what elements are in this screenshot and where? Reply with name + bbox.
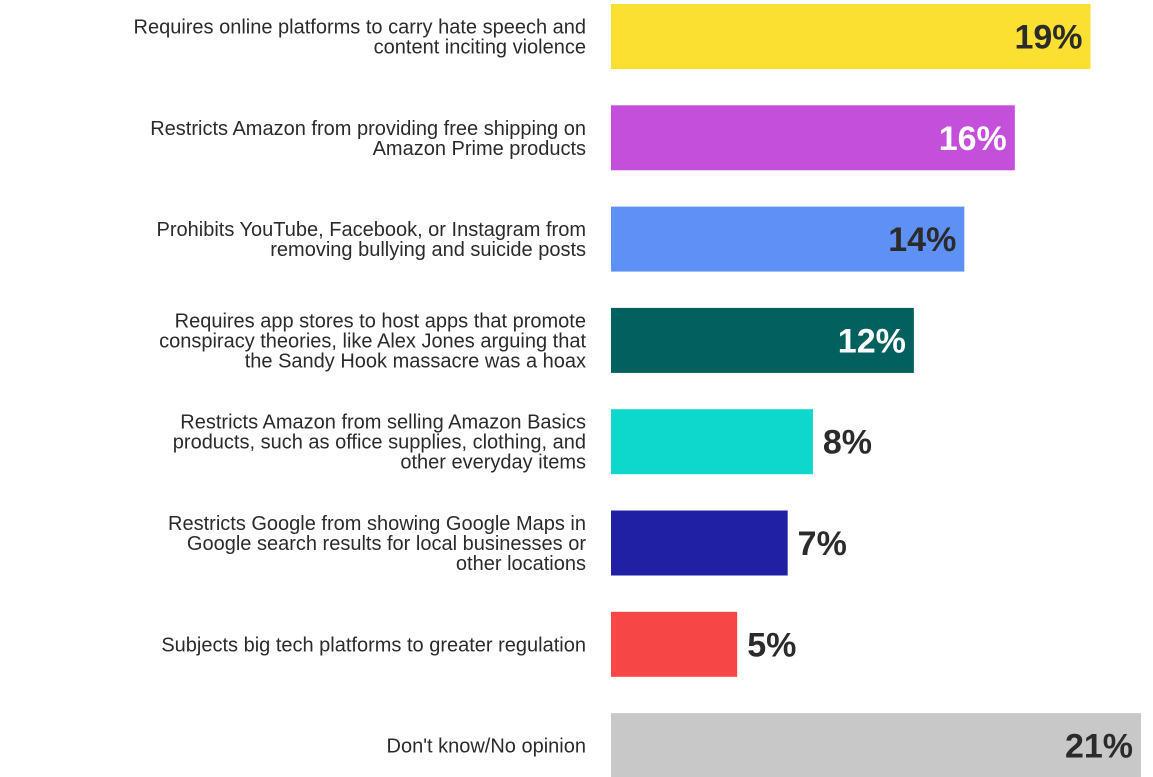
category-label-0-line-1: content inciting violence bbox=[374, 37, 586, 59]
bar-7 bbox=[611, 713, 1141, 777]
bar-2 bbox=[611, 206, 965, 272]
category-label-5-line-1: Google search results for local business… bbox=[187, 533, 586, 555]
value-label-4: 8% bbox=[823, 424, 872, 462]
category-label-3-line-1: conspiracy theories, like Alex Jones arg… bbox=[159, 330, 586, 352]
value-label-7: 21% bbox=[1065, 728, 1133, 766]
value-label-2: 14% bbox=[888, 221, 956, 259]
value-label-5: 7% bbox=[798, 525, 847, 563]
value-label-0: 19% bbox=[1014, 19, 1082, 57]
category-label-2-line-0: Prohibits YouTube, Facebook, or Instagra… bbox=[157, 219, 586, 241]
category-label-2: Prohibits YouTube, Facebook, or Instagra… bbox=[157, 219, 586, 261]
bar-5 bbox=[611, 510, 788, 576]
category-label-4-line-2: other everyday items bbox=[400, 452, 586, 474]
bar-0 bbox=[611, 4, 1091, 69]
category-label-1-line-0: Restricts Amazon from providing free shi… bbox=[150, 118, 586, 140]
category-label-5: Restricts Google from showing Google Map… bbox=[168, 513, 586, 575]
category-label-2-line-1: removing bullying and suicide posts bbox=[270, 239, 586, 261]
category-label-5-line-2: other locations bbox=[456, 553, 586, 575]
value-label-1: 16% bbox=[939, 120, 1007, 158]
category-label-3-line-0: Requires app stores to host apps that pr… bbox=[175, 310, 586, 332]
category-label-3-line-2: the Sandy Hook massacre was a hoax bbox=[245, 350, 586, 372]
value-label-3: 12% bbox=[838, 322, 906, 360]
category-label-1-line-1: Amazon Prime products bbox=[373, 138, 586, 160]
category-label-7-line-0: Don't know/No opinion bbox=[387, 736, 587, 758]
category-label-1: Restricts Amazon from providing free shi… bbox=[150, 118, 586, 160]
bar-4 bbox=[611, 409, 813, 475]
category-label-4-line-0: Restricts Amazon from selling Amazon Bas… bbox=[180, 412, 586, 434]
bar-1 bbox=[611, 105, 1015, 171]
value-label-6: 5% bbox=[747, 626, 796, 664]
bar-6 bbox=[611, 611, 738, 677]
category-label-7: Don't know/No opinion bbox=[387, 736, 587, 758]
category-label-4: Restricts Amazon from selling Amazon Bas… bbox=[173, 412, 586, 474]
category-label-6-line-0: Subjects big tech platforms to greater r… bbox=[161, 634, 586, 656]
category-label-0: Requires online platforms to carry hate … bbox=[134, 17, 586, 59]
category-label-4-line-1: products, such as office supplies, cloth… bbox=[173, 432, 586, 454]
category-label-3: Requires app stores to host apps that pr… bbox=[159, 310, 586, 372]
bar-3 bbox=[611, 307, 914, 373]
category-label-6: Subjects big tech platforms to greater r… bbox=[161, 634, 586, 656]
category-label-0-line-0: Requires online platforms to carry hate … bbox=[134, 17, 586, 39]
category-label-5-line-0: Restricts Google from showing Google Map… bbox=[168, 513, 586, 535]
